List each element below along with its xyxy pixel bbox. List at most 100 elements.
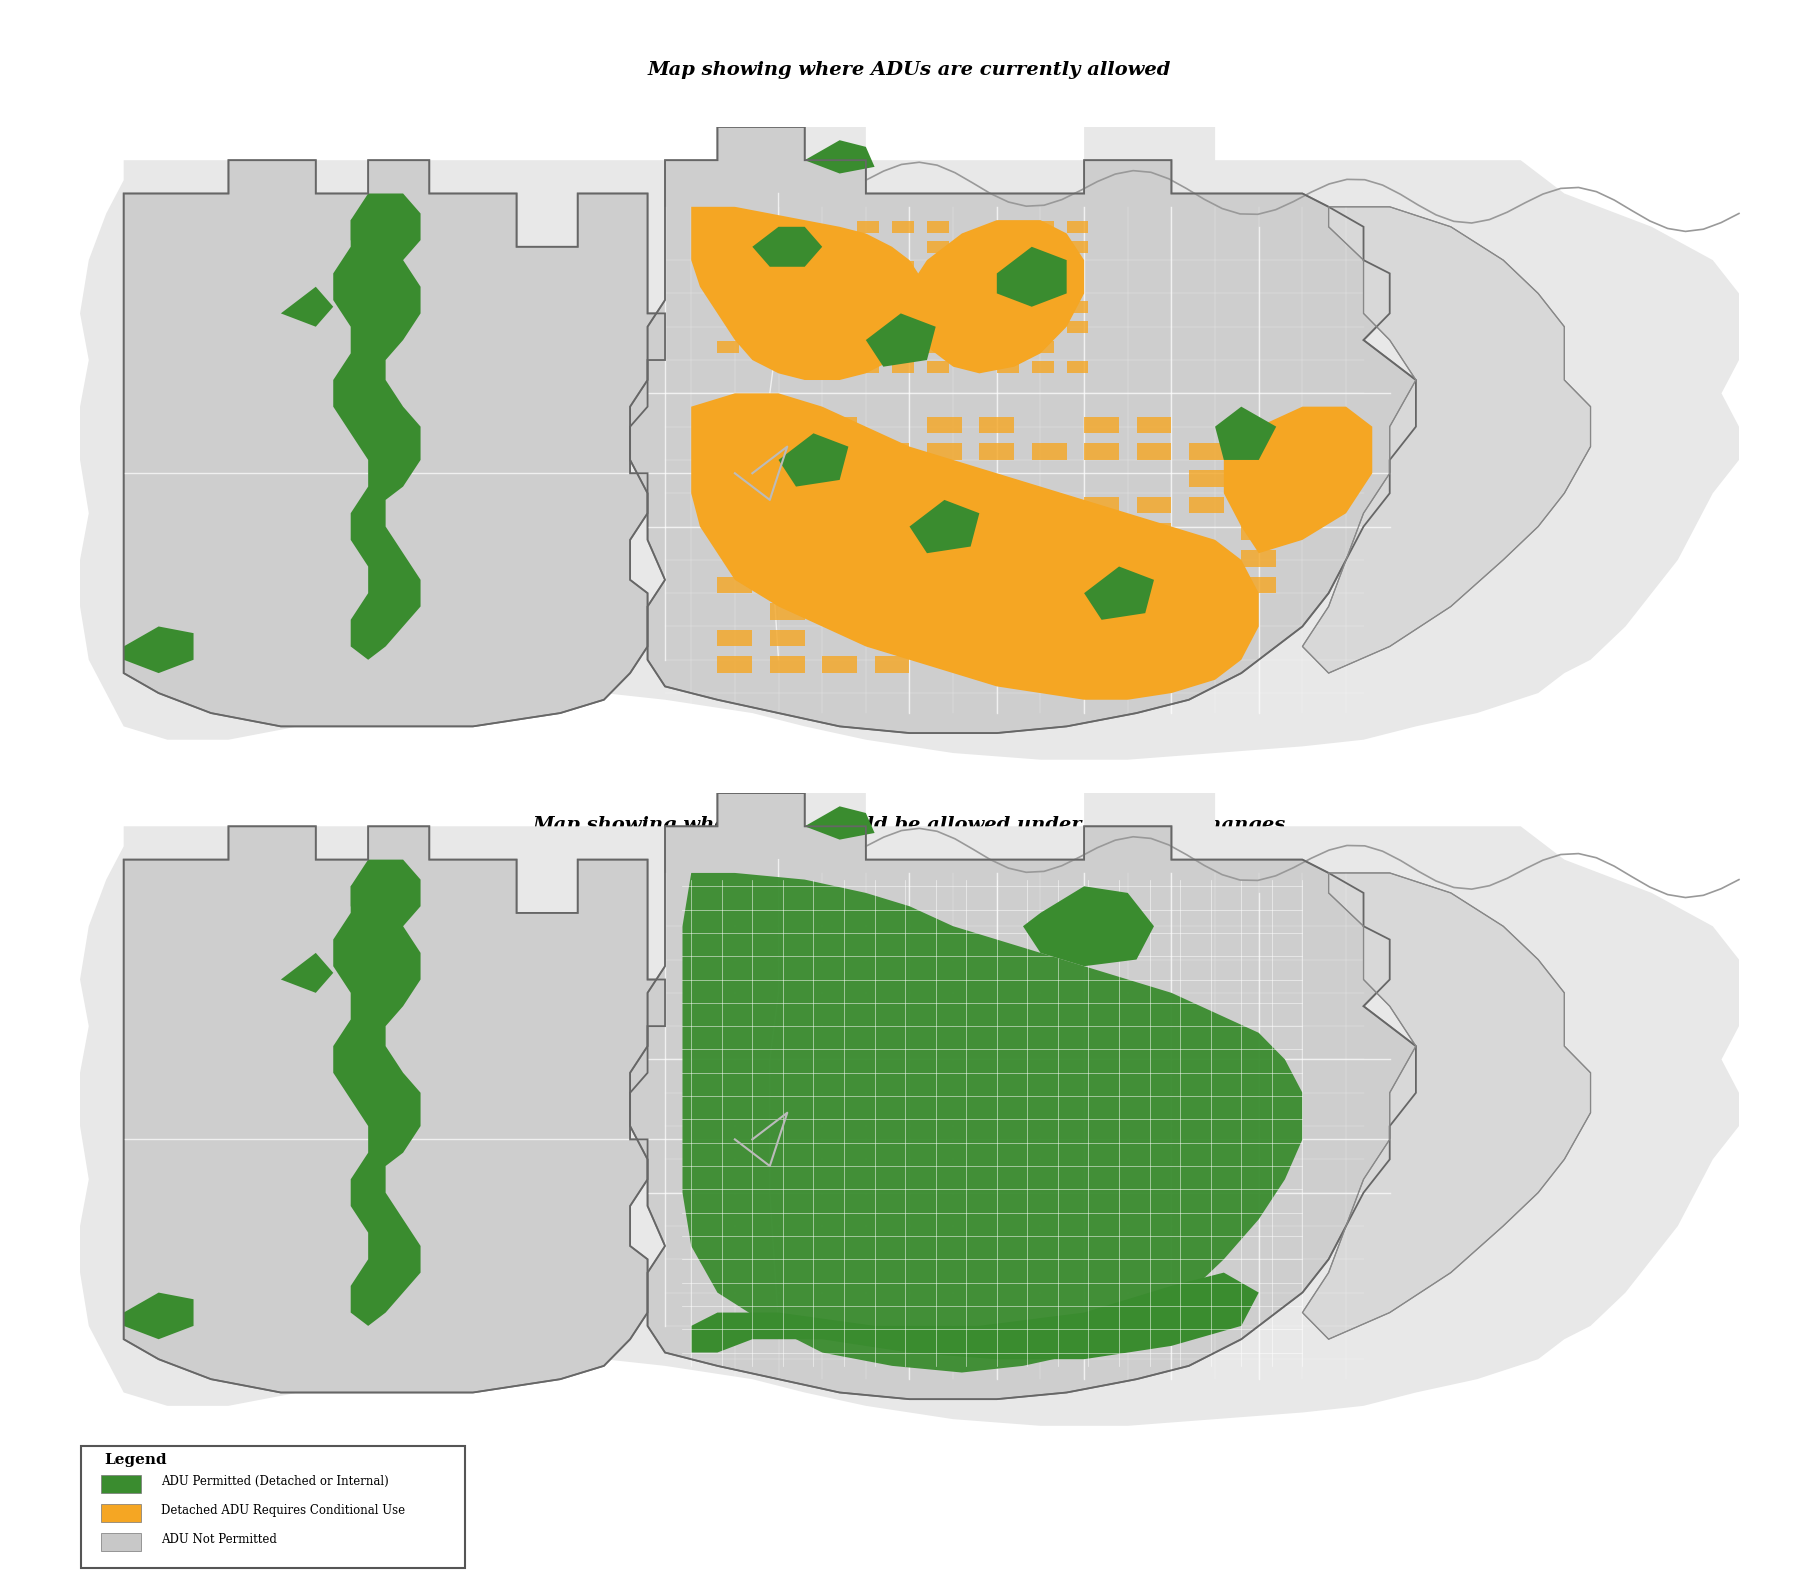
Bar bbox=[822, 301, 844, 314]
Bar bbox=[1066, 322, 1088, 333]
Bar bbox=[962, 322, 984, 333]
Bar bbox=[997, 322, 1019, 333]
Bar bbox=[857, 262, 879, 273]
Text: Map showing where ADUs would be allowed under proposed changes: Map showing where ADUs would be allowed … bbox=[533, 815, 1286, 834]
Polygon shape bbox=[124, 1293, 193, 1339]
Bar bbox=[1031, 362, 1053, 373]
Bar bbox=[875, 469, 910, 487]
Bar bbox=[891, 262, 913, 273]
Bar bbox=[962, 262, 984, 273]
Bar bbox=[1137, 417, 1171, 433]
Bar bbox=[717, 281, 739, 293]
Bar bbox=[979, 523, 1015, 539]
Polygon shape bbox=[691, 393, 1259, 699]
Bar bbox=[928, 222, 950, 233]
Bar bbox=[769, 630, 804, 647]
Bar bbox=[1031, 222, 1053, 233]
Bar bbox=[717, 523, 753, 539]
Polygon shape bbox=[333, 872, 420, 1326]
Bar bbox=[1241, 523, 1277, 539]
Bar bbox=[1031, 550, 1066, 566]
Polygon shape bbox=[124, 626, 193, 672]
Bar bbox=[1241, 496, 1277, 514]
Bar bbox=[769, 603, 804, 620]
Bar bbox=[875, 657, 910, 672]
Bar bbox=[769, 576, 804, 593]
Polygon shape bbox=[1084, 566, 1153, 620]
Bar bbox=[753, 222, 775, 233]
FancyBboxPatch shape bbox=[100, 1534, 140, 1551]
Polygon shape bbox=[280, 953, 333, 993]
Polygon shape bbox=[691, 206, 928, 381]
Polygon shape bbox=[1224, 406, 1372, 554]
Polygon shape bbox=[124, 826, 666, 1393]
Polygon shape bbox=[804, 806, 875, 839]
Bar bbox=[788, 322, 809, 333]
Bar bbox=[769, 657, 804, 672]
Bar bbox=[875, 603, 910, 620]
FancyBboxPatch shape bbox=[100, 1504, 140, 1523]
Bar bbox=[1084, 523, 1119, 539]
Bar bbox=[1137, 550, 1171, 566]
Bar bbox=[891, 281, 913, 293]
Text: Map showing where ADUs are currently allowed: Map showing where ADUs are currently all… bbox=[648, 60, 1171, 79]
Polygon shape bbox=[779, 433, 848, 487]
FancyBboxPatch shape bbox=[80, 1446, 466, 1567]
Polygon shape bbox=[629, 127, 1415, 733]
Bar bbox=[769, 550, 804, 566]
Bar bbox=[1066, 301, 1088, 314]
Polygon shape bbox=[80, 127, 1739, 760]
Bar bbox=[979, 576, 1015, 593]
Bar bbox=[769, 496, 804, 514]
Text: Legend: Legend bbox=[106, 1453, 167, 1467]
Bar bbox=[979, 417, 1015, 433]
Polygon shape bbox=[1022, 887, 1153, 966]
Bar bbox=[875, 442, 910, 460]
Bar bbox=[1084, 442, 1119, 460]
Bar bbox=[928, 442, 962, 460]
Bar bbox=[1190, 657, 1224, 672]
Polygon shape bbox=[910, 220, 1084, 373]
Bar bbox=[1084, 496, 1119, 514]
Bar bbox=[891, 362, 913, 373]
Text: Detached ADU Requires Conditional Use: Detached ADU Requires Conditional Use bbox=[160, 1504, 406, 1516]
Bar bbox=[1190, 496, 1224, 514]
Bar bbox=[997, 341, 1019, 354]
Bar bbox=[875, 496, 910, 514]
Bar bbox=[1241, 550, 1277, 566]
Bar bbox=[788, 241, 809, 254]
Bar bbox=[1031, 262, 1053, 273]
Bar bbox=[822, 603, 857, 620]
Polygon shape bbox=[124, 160, 666, 726]
Bar bbox=[822, 657, 857, 672]
Bar bbox=[822, 362, 844, 373]
Bar bbox=[717, 241, 739, 254]
Bar bbox=[928, 417, 962, 433]
Bar bbox=[891, 222, 913, 233]
Bar bbox=[1190, 469, 1224, 487]
Polygon shape bbox=[1302, 872, 1590, 1339]
Bar bbox=[1190, 442, 1224, 460]
Bar bbox=[928, 550, 962, 566]
Bar bbox=[717, 262, 739, 273]
Bar bbox=[1031, 442, 1066, 460]
Bar bbox=[857, 301, 879, 314]
Polygon shape bbox=[280, 287, 333, 327]
Polygon shape bbox=[691, 1272, 1259, 1359]
Polygon shape bbox=[804, 140, 875, 173]
Bar bbox=[928, 341, 950, 354]
Bar bbox=[822, 417, 857, 433]
Bar bbox=[979, 603, 1015, 620]
Bar bbox=[857, 222, 879, 233]
Polygon shape bbox=[629, 793, 1415, 1399]
Polygon shape bbox=[351, 193, 420, 273]
Bar bbox=[1084, 417, 1119, 433]
Polygon shape bbox=[997, 247, 1066, 306]
Bar bbox=[788, 281, 809, 293]
Bar bbox=[1137, 603, 1171, 620]
Bar bbox=[962, 281, 984, 293]
Bar bbox=[717, 657, 753, 672]
Polygon shape bbox=[866, 314, 935, 366]
Bar bbox=[1137, 576, 1171, 593]
Bar bbox=[857, 322, 879, 333]
